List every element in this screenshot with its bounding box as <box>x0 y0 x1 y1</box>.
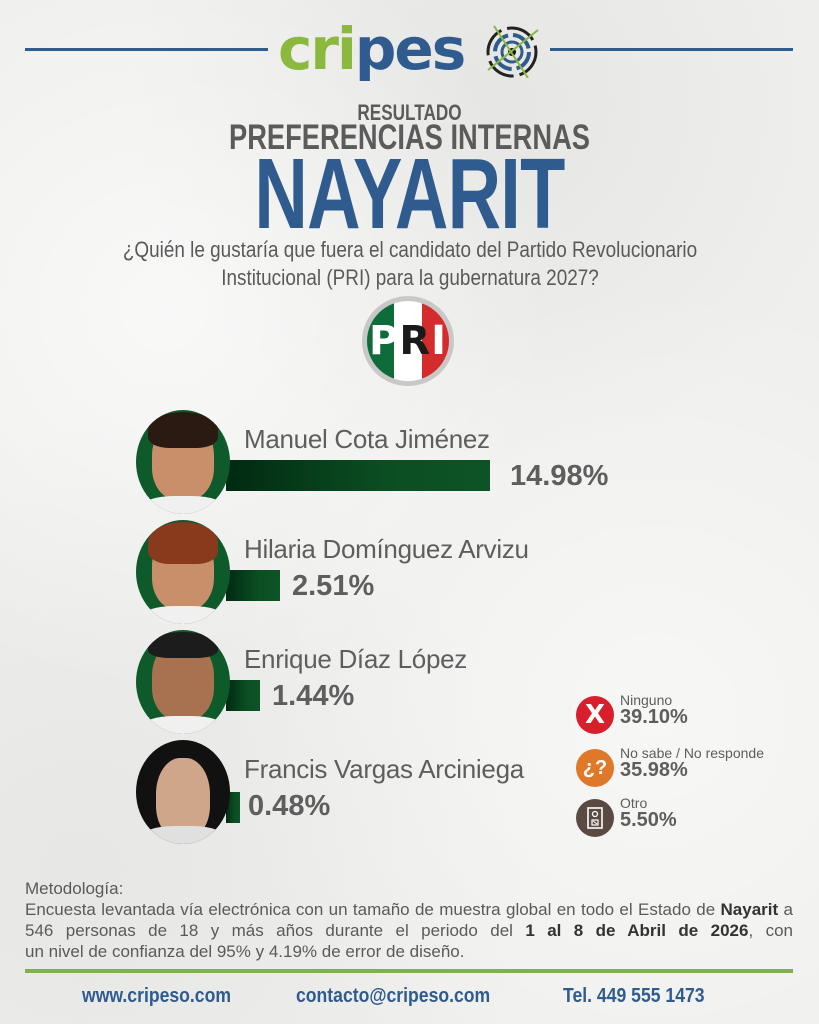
logo-text-blue: pes <box>354 15 466 83</box>
methodology-line-2: a 546 personas de 18 y más años durante … <box>25 900 793 940</box>
result-bar <box>226 680 260 711</box>
pri-letter-i: I <box>431 318 448 364</box>
avatar <box>136 410 230 514</box>
methodology-line-1: Encuesta levantada vía electrónica con u… <box>25 900 716 919</box>
ballot-icon <box>576 799 614 837</box>
option-no-sabe: ¿? No sabe / No responde 35.98% <box>576 745 796 789</box>
header-rule-right <box>550 48 793 51</box>
header-rule-left <box>25 48 268 51</box>
methodology-title: Metodología: <box>25 879 124 898</box>
target-icon <box>486 25 539 78</box>
result-bar <box>226 792 240 823</box>
logo-text-green: cri <box>278 15 357 83</box>
candidate-percentage: 2.51% <box>292 570 375 602</box>
question-icon: ¿? <box>576 749 614 787</box>
phone-number: Tel. 449 555 1473 <box>563 985 705 1007</box>
option-value: 39.10% <box>620 706 688 728</box>
candidate-percentage: 14.98% <box>510 460 609 492</box>
option-otro: Otro 5.50% <box>576 795 796 839</box>
pri-letter-p: P <box>368 318 400 364</box>
option-label: No sabe / No responde <box>620 745 764 761</box>
option-value: 5.50% <box>620 809 677 831</box>
question-line-1: ¿Quién le gustaría que fuera el candidat… <box>122 237 698 262</box>
candidate-row: Enrique Díaz López 1.44% <box>136 630 776 740</box>
candidate-row: Hilaria Domínguez Arvizu 2.51% <box>136 520 776 630</box>
methodology-state: Nayarit <box>720 900 779 919</box>
avatar <box>136 740 230 844</box>
candidate-percentage: 1.44% <box>272 680 355 712</box>
cripeso-logo: cripes <box>278 14 540 84</box>
candidate-row: Manuel Cota Jiménez 14.98% <box>136 410 776 520</box>
candidate-percentage: 0.48% <box>248 790 331 822</box>
methodology-line-3: un nivel de confianza del 95% y 4.19% de… <box>25 942 465 961</box>
footer-divider <box>25 969 793 973</box>
email-link[interactable]: contacto@cripeso.com <box>296 985 491 1007</box>
option-label: Otro <box>620 795 648 811</box>
pri-party-logo: P R I <box>362 296 454 386</box>
result-bar <box>226 460 490 491</box>
avatar <box>136 630 230 734</box>
subtitle-small: RESULTADO <box>357 100 462 125</box>
result-bar <box>226 570 280 601</box>
methodology-line-2-end: , con <box>748 921 793 940</box>
subtitle: PREFERENCIAS INTERNAS <box>228 118 590 157</box>
option-value: 35.98% <box>620 759 688 781</box>
question-line-2: Institucional (PRI) para la gubernatura … <box>221 265 599 290</box>
option-ninguno: X Ninguno 39.10% <box>576 692 796 736</box>
survey-question: ¿Quién le gustaría que fuera el candidat… <box>109 236 711 292</box>
website-link[interactable]: www.cripeso.com <box>82 985 231 1007</box>
candidate-name: Manuel Cota Jiménez <box>244 424 490 454</box>
pri-letter-r: R <box>399 318 432 364</box>
candidate-name: Enrique Díaz López <box>244 644 467 674</box>
x-icon: X <box>576 696 614 734</box>
methodology-text: Encuesta levantada vía electrónica con u… <box>25 899 793 962</box>
candidate-row: Francis Vargas Arciniega 0.48% <box>136 740 776 850</box>
methodology: Metodología: Encuesta levantada vía elec… <box>25 878 793 962</box>
avatar <box>136 520 230 624</box>
page-title: NAYARIT <box>254 138 565 250</box>
candidate-name: Hilaria Domínguez Arvizu <box>244 534 529 564</box>
candidate-name: Francis Vargas Arciniega <box>244 754 524 784</box>
methodology-dates: 1 al 8 de Abril de 2026 <box>525 921 749 940</box>
option-label: Ninguno <box>620 692 673 708</box>
